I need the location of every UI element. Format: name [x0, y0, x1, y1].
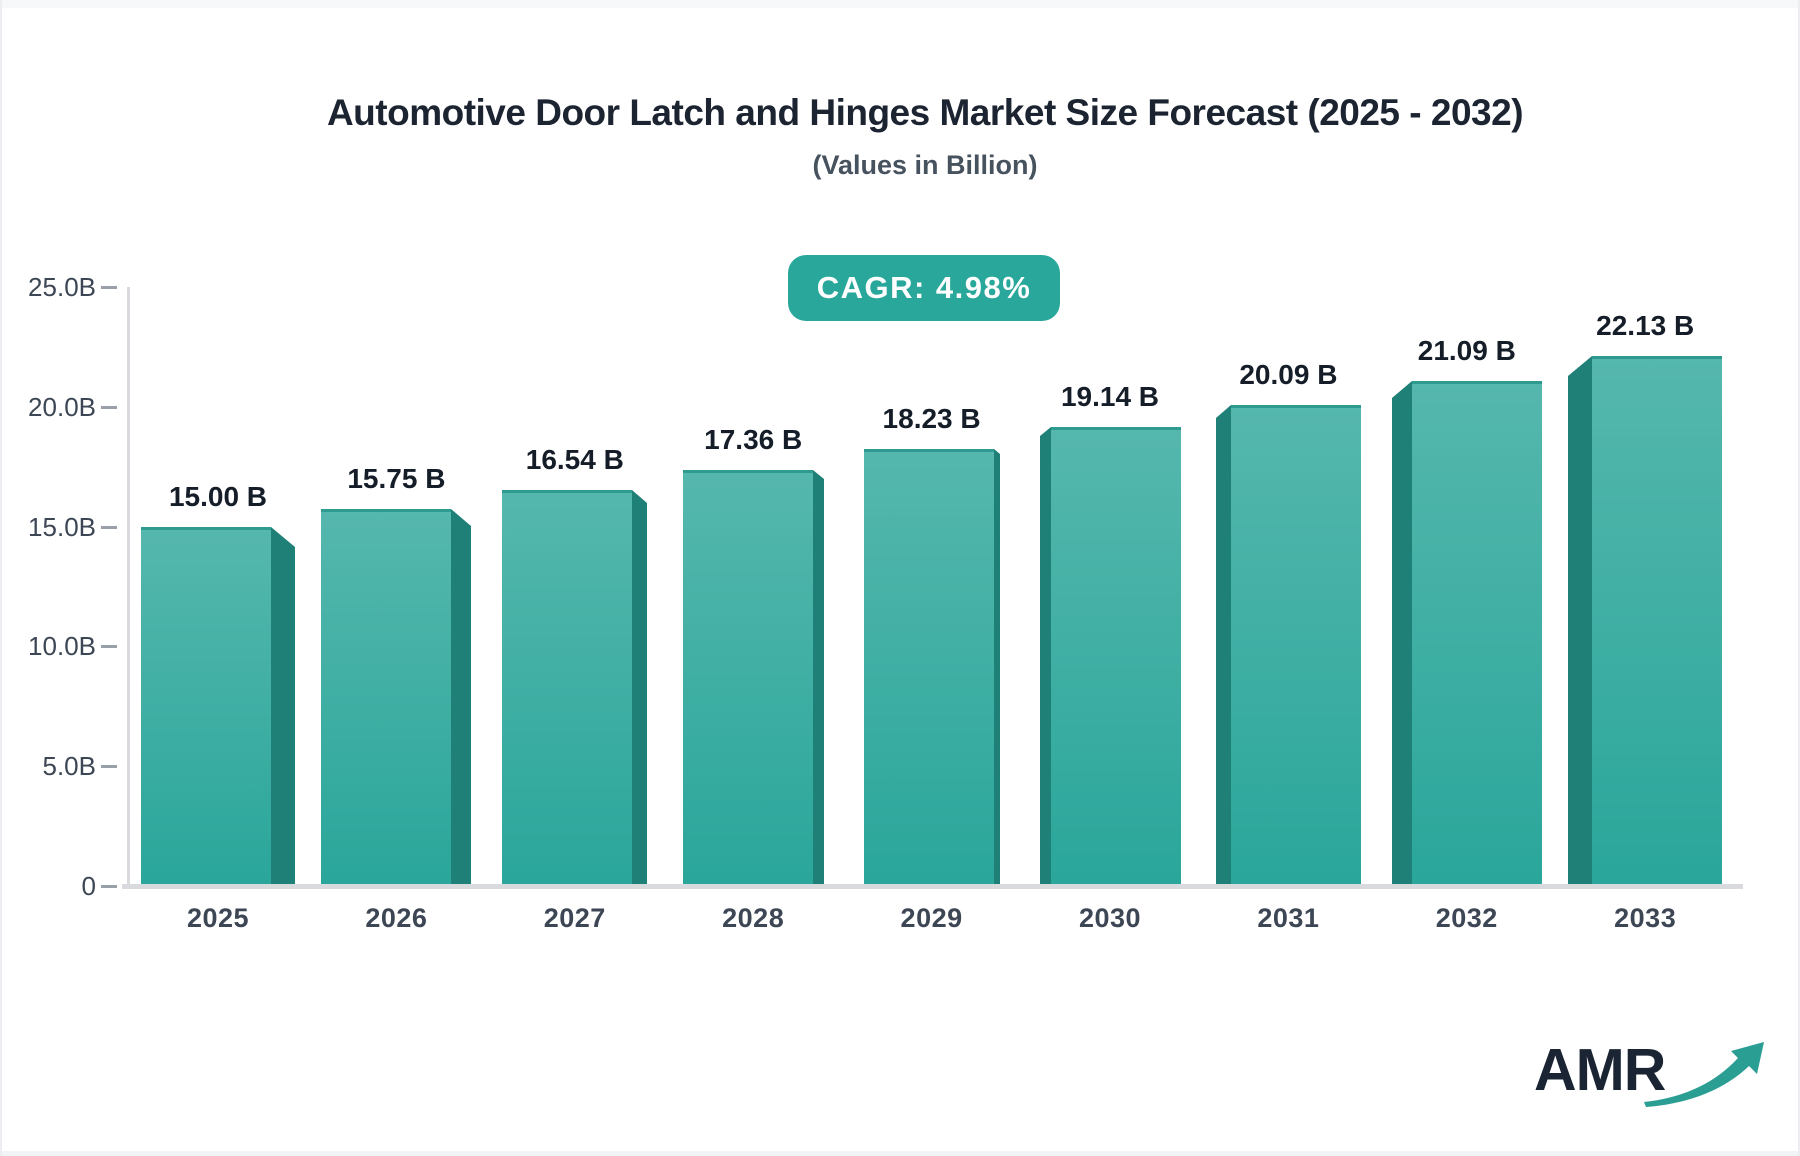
- y-axis-label: 0: [81, 871, 96, 901]
- bar-value-label: 19.14 B: [1060, 381, 1160, 412]
- bar-2032[interactable]: [1412, 381, 1542, 886]
- y-axis-label: 10.0B: [28, 631, 96, 662]
- x-axis-label-2028: 2028: [722, 903, 785, 933]
- bar-value-label: 20.09 B: [1239, 359, 1338, 390]
- bar-value-label: 15.00 B: [168, 481, 268, 512]
- bar-2025[interactable]: [141, 527, 271, 886]
- x-axis-label-2026: 2026: [365, 903, 428, 933]
- y-axis-label: 5.0B: [42, 751, 97, 782]
- bar-2029[interactable]: [864, 449, 994, 886]
- cagr-badge: CAGR: 4.98%: [788, 255, 1060, 321]
- chart-subtitle: (Values in Billion): [812, 150, 1038, 180]
- y-axis-tick: [101, 885, 117, 888]
- y-axis-tick: [101, 405, 117, 409]
- x-axis-label-2033: 2033: [1614, 903, 1677, 933]
- y-axis-line: [127, 287, 130, 886]
- bar-side-face-2027: [632, 490, 647, 886]
- y-axis-tick: [101, 286, 117, 289]
- y-axis-tick: [101, 525, 117, 529]
- bar-side-face-2028: [813, 470, 824, 886]
- bar-2027[interactable]: [502, 490, 632, 886]
- bar-2028[interactable]: [683, 470, 813, 886]
- bar-side-face-2025: [271, 527, 295, 886]
- logo-growth-arrow-icon: [1644, 1042, 1764, 1107]
- y-axis-tick: [101, 645, 117, 649]
- bar-value-label: 21.09 B: [1417, 335, 1516, 366]
- page-top-strip: [0, 0, 1800, 8]
- bar-value-label: 15.75 B: [347, 463, 446, 494]
- bar-value-label: 18.23 B: [882, 403, 981, 434]
- page-bottom-strip: [0, 1151, 1800, 1156]
- y-axis-label: 20.0B: [28, 391, 96, 422]
- x-axis-label-2031: 2031: [1257, 903, 1320, 933]
- bar-2030[interactable]: [1051, 427, 1181, 886]
- bar-side-face-2032: [1392, 381, 1412, 886]
- x-axis-label-2030: 2030: [1078, 903, 1142, 933]
- x-axis-baseline: [122, 884, 1743, 889]
- bar-side-face-2026: [451, 509, 471, 886]
- x-axis-label-2032: 2032: [1435, 903, 1498, 933]
- bar-2026[interactable]: [321, 509, 451, 886]
- bar-2031[interactable]: [1231, 405, 1361, 886]
- bar-value-label: 17.36 B: [704, 424, 803, 455]
- y-axis-label: 15.0B: [28, 511, 96, 542]
- bar-value-label: 22.13 B: [1596, 310, 1695, 341]
- y-axis-label: 25.0B: [28, 272, 96, 302]
- bar-side-face-2030: [1040, 427, 1051, 886]
- x-axis-label-2025: 2025: [186, 903, 250, 933]
- bar-2033[interactable]: [1592, 356, 1722, 886]
- x-axis-label-2027: 2027: [543, 903, 606, 933]
- x-axis-label-2029: 2029: [900, 903, 963, 933]
- y-axis-tick: [101, 765, 117, 769]
- page-left-border: [0, 0, 2, 1156]
- bar-side-face-2029: [994, 449, 1000, 886]
- bar-value-label: 16.54 B: [525, 444, 624, 475]
- chart-title: Automotive Door Latch and Hinges Market …: [326, 92, 1524, 133]
- bar-side-face-2031: [1216, 405, 1231, 886]
- page-right-border: [1798, 0, 1800, 1156]
- bar-side-face-2033: [1568, 356, 1592, 886]
- amr-logo: AMR: [1534, 1037, 1666, 1103]
